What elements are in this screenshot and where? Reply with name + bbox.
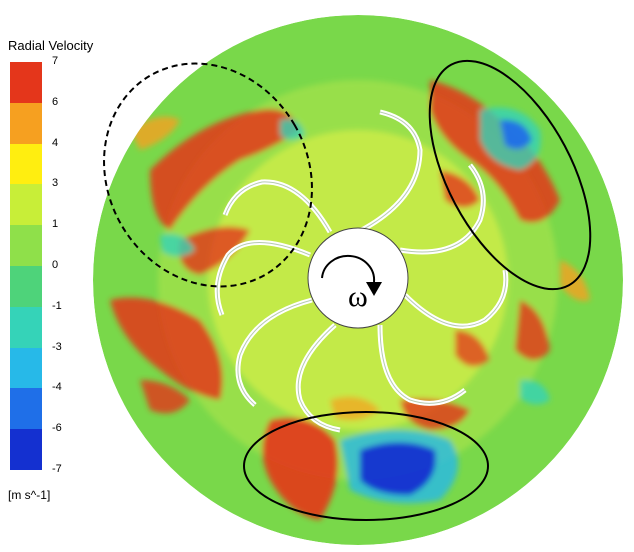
legend-units: [m s^-1] (8, 488, 51, 502)
legend-tick-label: 0 (52, 259, 59, 271)
legend-tick-label: 4 (52, 136, 59, 149)
legend-color-segment (10, 225, 42, 267)
omega-symbol: ω (348, 280, 368, 313)
legend-tick-label: -4 (52, 381, 62, 394)
legend-color-segment (10, 62, 42, 104)
highlight-ellipse-upper-right (428, 59, 592, 291)
legend-color-segment (10, 306, 42, 349)
legend-title: Radial Velocity (8, 38, 94, 53)
impeller-blades (214, 109, 509, 433)
legend-tick-label: 1 (52, 218, 59, 231)
legend-color-segment (10, 143, 42, 185)
legend-color-segment (10, 429, 42, 471)
rotation-arrow-icon (321, 254, 376, 283)
legend-color-segment (10, 347, 42, 389)
legend-tick-label: -7 (52, 463, 62, 475)
legend-tick-label: -1 (52, 299, 62, 312)
legend-color-segment (10, 266, 42, 308)
highlight-dashed-ellipse (103, 62, 313, 288)
legend-tick-label: 3 (52, 177, 59, 190)
legend-color-segment (10, 388, 42, 430)
legend-color-segment (10, 102, 42, 145)
legend-tick-label: -6 (52, 422, 62, 435)
legend-tick-label: -3 (52, 340, 62, 353)
highlight-ellipse-bottom (243, 411, 489, 521)
hub (307, 227, 409, 329)
legend-tick-label: 6 (52, 95, 59, 108)
legend-tick-label: 7 (52, 55, 59, 67)
legend-color-segment (10, 184, 42, 226)
